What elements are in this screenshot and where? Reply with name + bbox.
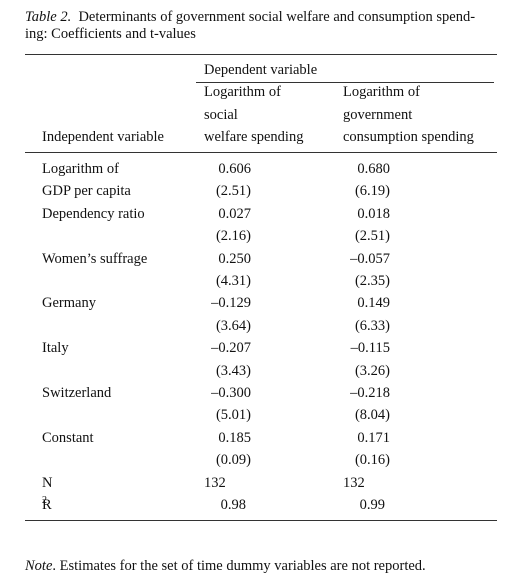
caption-title: ing: Coefficients and t-values [25, 26, 196, 42]
bottom-rule [25, 520, 497, 521]
row-label-text: Women’s suffrage [42, 250, 148, 267]
row-label-text: GDP per capita [42, 183, 131, 200]
note-label: Note [25, 558, 53, 574]
cell-value: 0.250 [218, 250, 251, 267]
cell-value: 0.99 [359, 497, 385, 513]
cell-value: (0.09) [215, 452, 251, 469]
note: Note. Estimates for the set of time dumm… [25, 558, 426, 574]
cell-value: (6.19) [354, 183, 390, 200]
column-header: Logarithm of [204, 84, 281, 100]
top-rule [25, 54, 497, 55]
cell-value: –0.300 [211, 385, 251, 401]
cell-value: 0.680 [357, 161, 390, 177]
note-text: . Estimates for the set of time dummy va… [52, 558, 426, 574]
cell-value: (2.51) [354, 228, 390, 245]
row-label-text: R [42, 497, 52, 513]
cell-value: –0.129 [211, 295, 251, 312]
spanner-header: Dependent variable [204, 62, 318, 78]
stub-header: Independent variable [42, 129, 164, 145]
spanner-rule [196, 82, 494, 83]
cell-value: (3.26) [354, 362, 390, 379]
cell-value: 0.171 [357, 429, 390, 446]
cell-value: (0.16) [354, 452, 390, 469]
cell-value: 132 [343, 474, 365, 491]
cell-value: (2.16) [215, 228, 251, 245]
cell-value: –0.115 [350, 340, 390, 357]
column-header: consumption spending [343, 129, 474, 145]
cell-value: (5.01) [215, 407, 251, 424]
cell-value: –0.207 [211, 340, 251, 357]
row-label-text: Germany [42, 295, 96, 312]
cell-value: (8.04) [354, 407, 390, 424]
cell-value: (2.51) [215, 183, 251, 200]
row-label-text: N [42, 474, 53, 491]
row-label-text: Italy [42, 340, 69, 357]
column-header: Logarithm of [343, 84, 420, 100]
row-label-text: Switzerland [42, 385, 112, 401]
cell-value: 0.018 [357, 205, 390, 222]
column-header: welfare spending [204, 129, 304, 145]
cell-value: 0.98 [220, 497, 246, 513]
cell-value: 0.027 [218, 205, 251, 222]
row-label-sup: 2 [42, 495, 47, 506]
cell-value: –0.057 [350, 250, 390, 267]
cell-value: (3.43) [215, 362, 251, 379]
row-label-text: Dependency ratio [42, 205, 145, 222]
cell-value: (6.33) [354, 317, 390, 334]
cell-value: 0.185 [218, 429, 251, 446]
row-label-text: Constant [42, 429, 94, 446]
caption-title: Determinants of government social welfar… [78, 9, 476, 25]
cell-value: 0.149 [357, 295, 390, 312]
caption-line: Table 2. Determinants of government soci… [25, 9, 475, 25]
cell-value: (4.31) [215, 273, 251, 289]
header-rule [25, 152, 497, 153]
column-header: social [204, 106, 238, 123]
caption-label: Table 2. [25, 9, 72, 25]
cell-value: (2.35) [354, 273, 390, 289]
cell-value: 0.606 [218, 161, 251, 177]
cell-value: 132 [204, 474, 226, 491]
cell-value: –0.218 [350, 385, 390, 401]
cell-value: (3.64) [215, 317, 251, 334]
row-label-text: Logarithm of [42, 161, 119, 177]
column-header: government [343, 106, 413, 123]
